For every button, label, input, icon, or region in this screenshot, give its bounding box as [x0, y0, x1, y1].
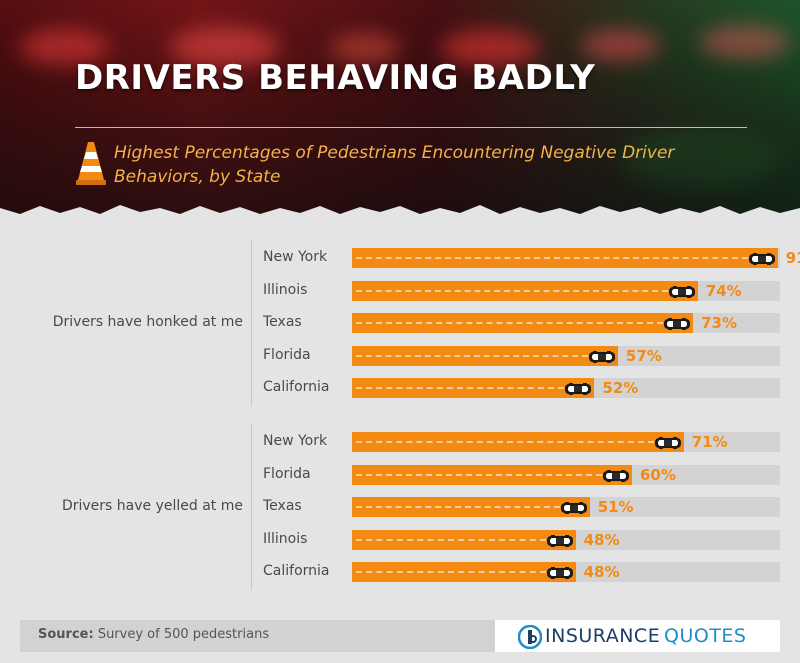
bar: [352, 248, 778, 268]
header-banner: [0, 0, 800, 216]
car-icon: [546, 566, 573, 579]
car-icon: [588, 350, 615, 363]
car-icon: [603, 469, 629, 482]
group-divider: [251, 424, 252, 590]
page-title: DRIVERS BEHAVING BADLY: [75, 58, 596, 98]
bar: [352, 280, 698, 301]
data-label: 48%: [583, 563, 620, 581]
chart-subtitle: Highest Percentages of Pedestrians Encou…: [114, 143, 675, 187]
category-label: California: [263, 379, 330, 395]
category-label: Texas: [263, 498, 302, 514]
category-label: New York: [263, 249, 328, 265]
header-divider: [75, 127, 747, 128]
car-icon: [565, 382, 592, 395]
data-label: 73%: [701, 314, 737, 332]
bar: [352, 497, 590, 517]
logo-text-quotes: QUOTES: [664, 625, 747, 647]
car-icon: [664, 317, 691, 330]
bar: [352, 529, 576, 550]
header-edge: [0, 205, 800, 216]
car-icon: [748, 252, 775, 265]
logo-text-insurance: INSURANCE: [545, 625, 661, 647]
traffic-cone-icon: [76, 142, 106, 185]
group-label: Drivers have honked at me: [52, 314, 243, 330]
group-divider: [251, 240, 252, 406]
data-label: 48%: [583, 530, 620, 549]
category-label: Florida: [263, 346, 311, 363]
bar: [352, 464, 632, 485]
data-label: 52%: [602, 379, 639, 397]
bar: [352, 378, 595, 398]
category-label: Texas: [263, 314, 302, 330]
source-text: Survey of 500 pedestrians: [93, 627, 270, 642]
category-label: California: [263, 563, 330, 579]
category-label: Illinois: [263, 530, 308, 547]
data-label: 71%: [691, 433, 728, 451]
bar: [352, 562, 576, 582]
data-label: 60%: [640, 465, 676, 484]
car-icon: [668, 285, 695, 298]
data-label: 51%: [597, 498, 634, 516]
car-icon: [654, 436, 681, 449]
car-icon: [560, 501, 587, 514]
source-note: Source: Survey of 500 pedestrians: [38, 627, 269, 642]
category-label: Illinois: [263, 281, 308, 298]
source-label: Source:: [38, 627, 94, 642]
data-label: 91%: [785, 249, 800, 267]
data-label: 57%: [625, 346, 662, 365]
category-label: Florida: [263, 465, 311, 482]
category-label: New York: [263, 433, 328, 449]
logo-icon: [518, 625, 542, 649]
data-label: 74%: [705, 281, 742, 300]
bar: [352, 345, 618, 366]
bar: [352, 313, 694, 333]
logo-box: [495, 620, 780, 652]
car-icon: [546, 534, 573, 547]
bar: [352, 432, 684, 452]
group-label: Drivers have yelled at me: [61, 498, 243, 514]
